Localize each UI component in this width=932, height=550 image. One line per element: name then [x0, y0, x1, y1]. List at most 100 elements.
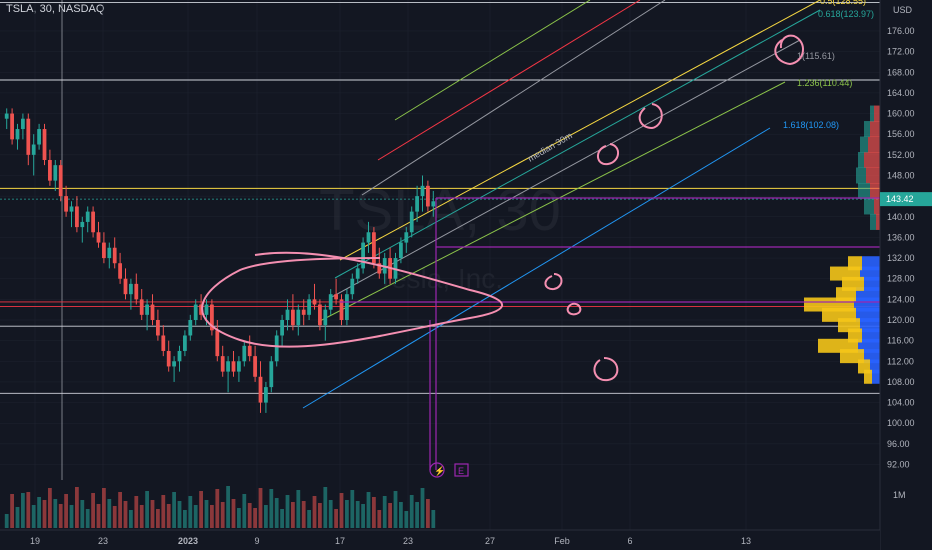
y-tick-label: 140.00: [887, 212, 915, 222]
y-tick-label: 160.00: [887, 109, 915, 119]
volume-bar: [409, 495, 414, 528]
volume-bar: [264, 505, 268, 528]
candle-body: [118, 263, 122, 279]
candle-body: [193, 304, 198, 320]
volume-bar: [285, 495, 290, 528]
candle-body: [129, 283, 133, 295]
volume-bar: [269, 489, 274, 528]
candle-body: [307, 299, 311, 315]
candle-body: [226, 361, 230, 372]
volume-bar: [156, 509, 160, 528]
candle-body: [334, 294, 338, 300]
candle-body: [285, 309, 290, 320]
watermark-layer: TSLA, 30 Tesla, Inc.: [319, 178, 561, 294]
y-tick-label: 124.00: [887, 294, 915, 304]
candle-body: [215, 330, 220, 357]
candle-body: [4, 113, 9, 119]
volume-bar: [129, 510, 133, 528]
candle-body: [415, 196, 419, 212]
candle-body: [393, 258, 398, 279]
volume-bar: [85, 509, 90, 528]
volume-bar: [69, 505, 74, 528]
volume-bar: [199, 491, 203, 528]
candle-body: [323, 309, 328, 326]
volume-profile-bar-upper-green: [864, 198, 874, 215]
candle-body: [64, 196, 68, 212]
volume-bar: [237, 508, 241, 528]
candle-body: [361, 242, 365, 269]
currency-label: USD: [893, 5, 913, 15]
candle-body: [26, 118, 31, 155]
ticker-label: TSLA, 30, NASDAQ: [6, 3, 105, 15]
volume-bar: [377, 510, 382, 528]
time-axis-bg: [0, 530, 880, 550]
volume-bar: [399, 502, 403, 528]
volume-bar: [404, 511, 409, 528]
fib-level-label: 0.5(128.55): [820, 0, 866, 6]
candlestick-series: [4, 108, 436, 413]
candle-body: [161, 335, 166, 351]
y-tick-label: 172.00: [887, 47, 915, 57]
volume-bar: [64, 494, 68, 528]
x-tick-label: 27: [485, 536, 495, 546]
volume-bar: [388, 503, 392, 528]
volume-bar: [91, 493, 95, 528]
y-tick-label: 168.00: [887, 67, 915, 77]
volume-profile-bar-upper-red: [864, 152, 880, 168]
volume-bar: [123, 501, 128, 528]
candle-body: [31, 144, 36, 155]
volume-bar: [312, 496, 317, 528]
watermark-name: Tesla, Inc.: [377, 263, 503, 294]
candle-body: [210, 304, 214, 331]
volume-profile-bar-upper-green: [870, 213, 876, 230]
candle-body: [156, 320, 160, 336]
fib-level-label: 1.618(102.08): [783, 120, 839, 130]
volume-bar: [220, 502, 225, 528]
volume-bar: [161, 495, 166, 528]
candle-body: [96, 232, 101, 243]
volume-profile-bar-upper-red: [876, 213, 880, 230]
volume-bar: [253, 508, 257, 528]
candle-body: [21, 118, 25, 130]
candle-body: [48, 160, 52, 181]
volume-bar: [307, 510, 311, 528]
x-tick-label: 17: [335, 536, 345, 546]
fib-channel-line: [334, 9, 821, 279]
volume-profile-bar-upper-red: [874, 198, 880, 215]
candle-body: [69, 206, 74, 212]
candle-body: [328, 294, 333, 310]
volume-bar: [210, 505, 214, 528]
y-tick-label: 108.00: [887, 377, 915, 387]
volume-bar: [172, 492, 176, 528]
candle-body: [264, 387, 268, 403]
candle-body: [37, 129, 41, 145]
fib-level-label: 1.236(110.44): [797, 78, 852, 88]
candle-body: [139, 299, 144, 315]
earnings-marker-label: E: [458, 466, 464, 476]
candle-body: [172, 361, 176, 367]
candle-body: [345, 294, 349, 320]
candle-body: [355, 268, 360, 279]
volume-bar: [75, 487, 79, 528]
last-price-value: 143.42: [886, 194, 914, 204]
volume-bar: [118, 492, 122, 528]
candle-body: [204, 304, 209, 315]
pink-lasso-drawing: [201, 251, 504, 348]
y-tick-label: 112.00: [887, 356, 914, 366]
lightning-icon: ⚡: [434, 465, 445, 477]
candle-body: [123, 278, 128, 295]
volume-profile-bar-upper-green: [860, 136, 868, 153]
last-price-tag: [880, 192, 932, 207]
event-marker-icon: [429, 462, 445, 478]
volume-bar: [177, 501, 182, 528]
candle-body: [372, 232, 376, 264]
volume-bar: [204, 500, 209, 528]
y-tick-label: 92.00: [887, 460, 910, 470]
candle-body: [247, 345, 252, 357]
pink-circle-drawing: [544, 273, 563, 291]
volume-bar: [58, 504, 63, 528]
candle-body: [85, 211, 90, 222]
volume-profile-bar-upper-green: [864, 121, 870, 138]
y-tick-label: 164.00: [887, 88, 915, 98]
